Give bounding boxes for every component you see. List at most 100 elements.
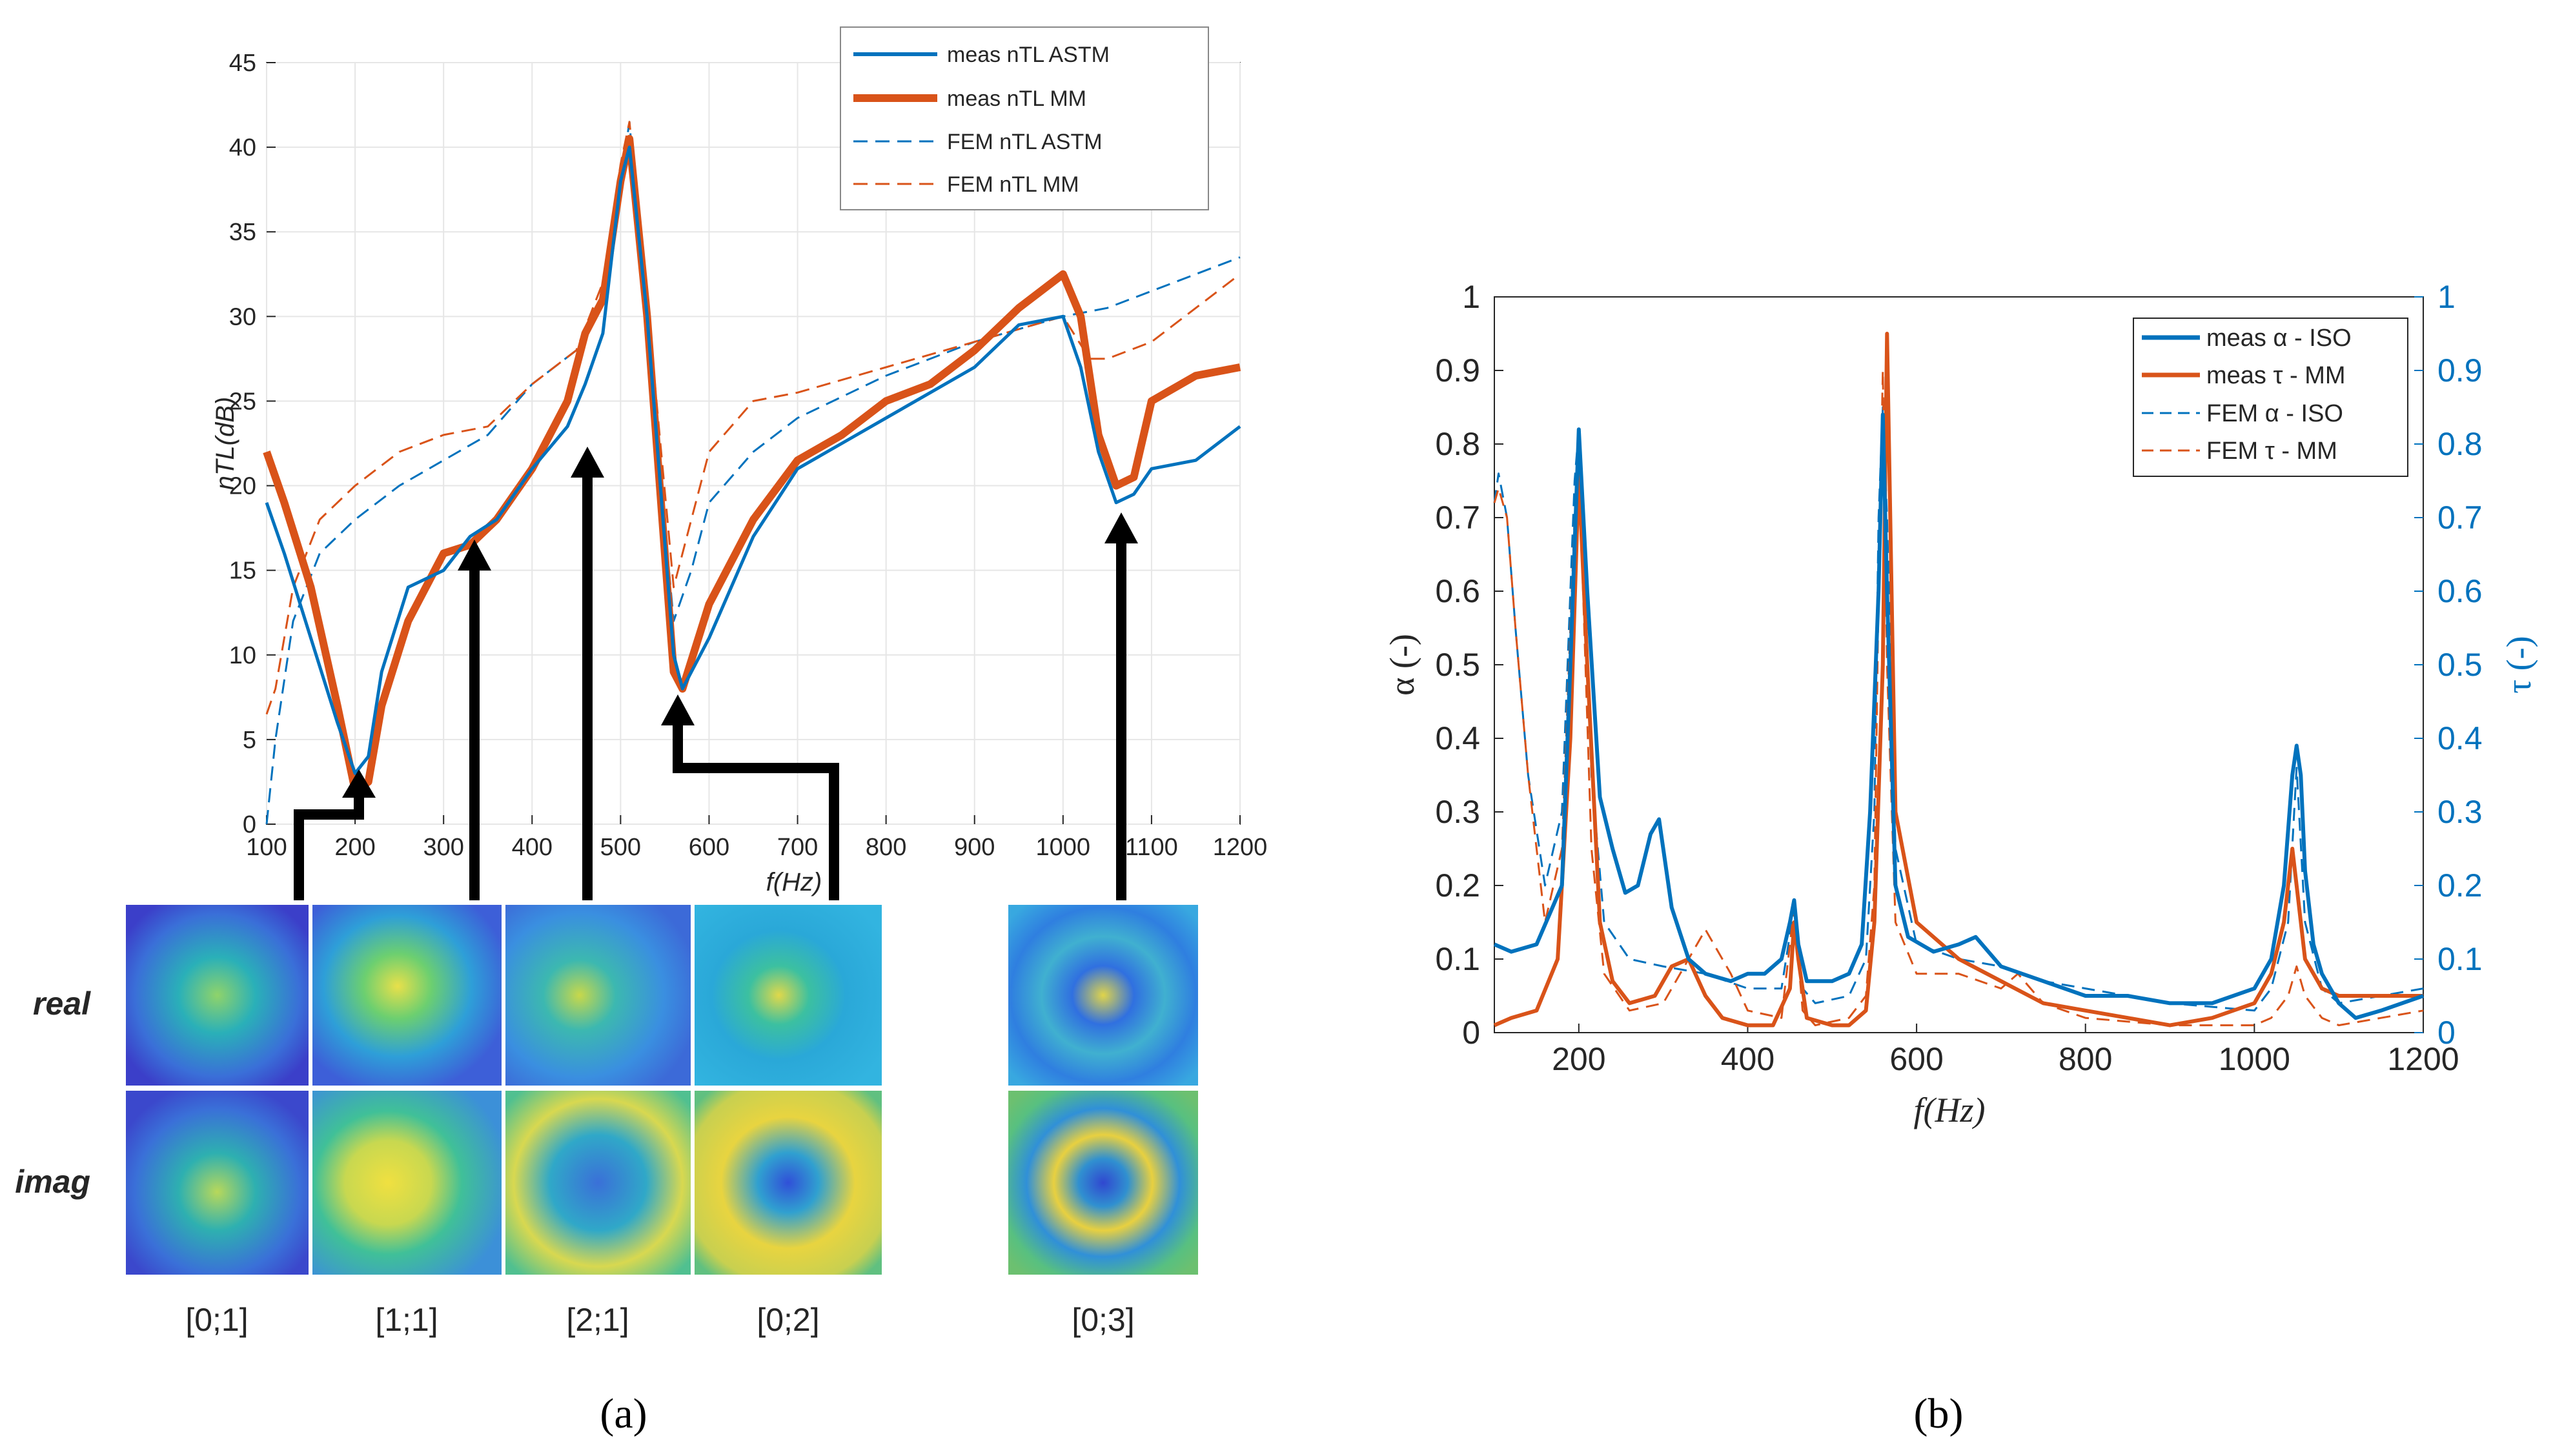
panel-b-ytick-label-right: 0 [2437, 1015, 2456, 1051]
panel-a-series [263, 121, 1241, 825]
panel-b-xtick-label: 400 [1721, 1041, 1775, 1077]
panel-a: 100 200 300 400 500 600 700 800 900 1000 1100 1200 0… [15, 26, 1268, 1437]
legend-label-meas-mm: meas nTL MM [947, 86, 1086, 111]
panel-b-series-0 [1493, 412, 2424, 1020]
panel-a-xtick-label: 200 [334, 834, 375, 861]
panel-a-xtick-label: 900 [954, 834, 995, 861]
mode-imag-1-1 [312, 1091, 502, 1275]
panel-a-ytick-label: 0 [243, 811, 256, 838]
arrow-head-1-1 [458, 540, 491, 571]
panel-b-xtick-label: 1200 [2387, 1041, 2459, 1077]
mode-label-0-3: [0;3] [1072, 1302, 1134, 1338]
mode-label-0-1: [0;1] [185, 1302, 248, 1338]
arrow-mode-0-1 [294, 791, 364, 900]
panel-b-xtick-label: 800 [2059, 1041, 2112, 1077]
panel-b-ytick-label-left: 0 [1462, 1015, 1480, 1051]
arrow-mode-0-2 [673, 722, 839, 900]
panel-b-ytick-label-left: 0.5 [1435, 647, 1480, 683]
panel-b-right-axis-label: τ (-) [2499, 636, 2538, 693]
panel-b-xtick-label: 600 [1889, 1041, 1943, 1077]
panel-a-ytick-label: 25 [229, 388, 256, 415]
row-label-real: real [33, 986, 91, 1022]
panel-b-ytick-label-right: 0.2 [2437, 867, 2483, 904]
panel-b-series-2 [1493, 406, 2424, 1012]
panel-b-series-1 [1493, 332, 2423, 1027]
legend-b-label-fem-alpha: FEM α - ISO [2206, 400, 2343, 427]
legend-label-meas-astm: meas nTL ASTM [947, 43, 1110, 67]
panel-a-xtick-label: 600 [689, 834, 729, 861]
panel-b-ytick-label-left: 0.7 [1435, 500, 1480, 536]
mode-imag-0-1 [126, 1091, 309, 1275]
panel-b-left-axis-label: α (-) [1383, 634, 1421, 696]
panel-a-ytick-label: 30 [229, 303, 256, 330]
panel-b-label: (b) [1914, 1390, 1964, 1437]
legend-b-label-meas-tau: meas τ - MM [2206, 362, 2346, 389]
panel-b-ytick-label-right: 0.4 [2437, 720, 2483, 756]
arrow-head-2-1 [571, 447, 604, 478]
panel-b-ytick-label-right: 0.8 [2437, 426, 2483, 462]
panel-a-xtick-label: 300 [423, 834, 463, 861]
panel-a-mode-arrows [294, 447, 1138, 900]
mode-imag-2-1 [505, 1091, 691, 1275]
panel-b-ytick-label-right: 0.9 [2437, 352, 2483, 389]
panel-a-y-axis-label: nTL(dB) [211, 397, 239, 490]
panel-a-xtick-label: 700 [777, 834, 818, 861]
panel-b-ytick-label-right: 0.7 [2437, 500, 2483, 536]
panel-a-xtick-label: 100 [246, 834, 287, 861]
panel-a-xtick-label: 500 [600, 834, 641, 861]
mode-real-1-1 [312, 905, 502, 1086]
legend-b-label-fem-tau: FEM τ - MM [2206, 438, 2337, 465]
mode-real-0-2 [695, 905, 882, 1086]
panel-a-legend: meas nTL ASTM meas nTL MM FEM nTL ASTM F… [840, 26, 1209, 210]
mode-imag-0-3 [1008, 1091, 1198, 1275]
panel-a-series-0 [265, 145, 1241, 775]
legend-b-label-meas-alpha: meas α - ISO [2206, 325, 2352, 352]
panel-b-ytick-label-right: 0.1 [2437, 941, 2483, 977]
row-label-imag: imag [15, 1164, 90, 1200]
panel-a-ytick-label: 35 [229, 219, 256, 246]
panel-a-ytick-label: 10 [229, 642, 256, 669]
panel-b-ytick-label-right: 0.3 [2437, 794, 2483, 830]
mode-shape-images [126, 905, 1198, 1275]
arrow-head-0-3 [1104, 512, 1138, 543]
panel-b-ytick-label-left: 0.1 [1435, 941, 1480, 977]
panel-b-ytick-label-left: 0.9 [1435, 352, 1480, 389]
panel-a-x-axis-label: f(Hz) [766, 868, 822, 896]
panel-b-xtick-label: 1000 [2219, 1041, 2290, 1077]
mode-label-2-1: [2;1] [566, 1302, 629, 1338]
mode-label-0-2: [0;2] [757, 1302, 819, 1338]
mode-real-0-3 [1008, 905, 1198, 1086]
panel-b-ytick-label-right: 0.5 [2437, 647, 2483, 683]
panel-a-ytick-label: 5 [243, 727, 256, 754]
panel-a-xtick-label: 1000 [1036, 834, 1091, 861]
panel-b-ytick-label-left: 0.2 [1435, 867, 1480, 904]
panel-a-xtick-label: 1200 [1213, 834, 1268, 861]
panel-b-legend: meas α - ISO meas τ - MM FEM α - ISO FEM… [2133, 318, 2408, 477]
panel-b-ytick-label-left: 0.6 [1435, 573, 1480, 609]
panel-a-xtick-label: 800 [866, 834, 906, 861]
panel-a-ytick-label: 15 [229, 558, 256, 585]
panel-b-ytick-label-right: 0.6 [2437, 573, 2483, 609]
legend-label-fem-astm: FEM nTL ASTM [947, 130, 1103, 154]
arrow-head-0-2 [661, 694, 695, 725]
mode-real-2-1 [505, 905, 691, 1086]
panel-a-xtick-label: 400 [512, 834, 553, 861]
panel-b-xtick-label: 200 [1552, 1041, 1605, 1077]
panel-b-x-axis-label: f(Hz) [1914, 1091, 1986, 1129]
mode-imag-0-2 [695, 1091, 882, 1275]
arrow-head-0-1 [342, 769, 376, 798]
panel-b-ytick-label-left: 0.3 [1435, 794, 1480, 830]
panel-b-series [1493, 332, 2424, 1027]
panel-b-ytick-label-left: 0.4 [1435, 720, 1480, 756]
panel-a-ytick-label: 20 [229, 473, 256, 500]
panel-b-ytick-label-left: 0.8 [1435, 426, 1480, 462]
panel-a-xtick-label: 1100 [1125, 834, 1178, 861]
mode-label-1-1: [1;1] [375, 1302, 438, 1338]
panel-a-ytick-label: 45 [229, 50, 256, 77]
panel-b-ytick-label-right: 1 [2437, 279, 2456, 315]
panel-a-ytick-label: 40 [229, 134, 256, 161]
legend-label-fem-mm: FEM nTL MM [947, 172, 1079, 197]
